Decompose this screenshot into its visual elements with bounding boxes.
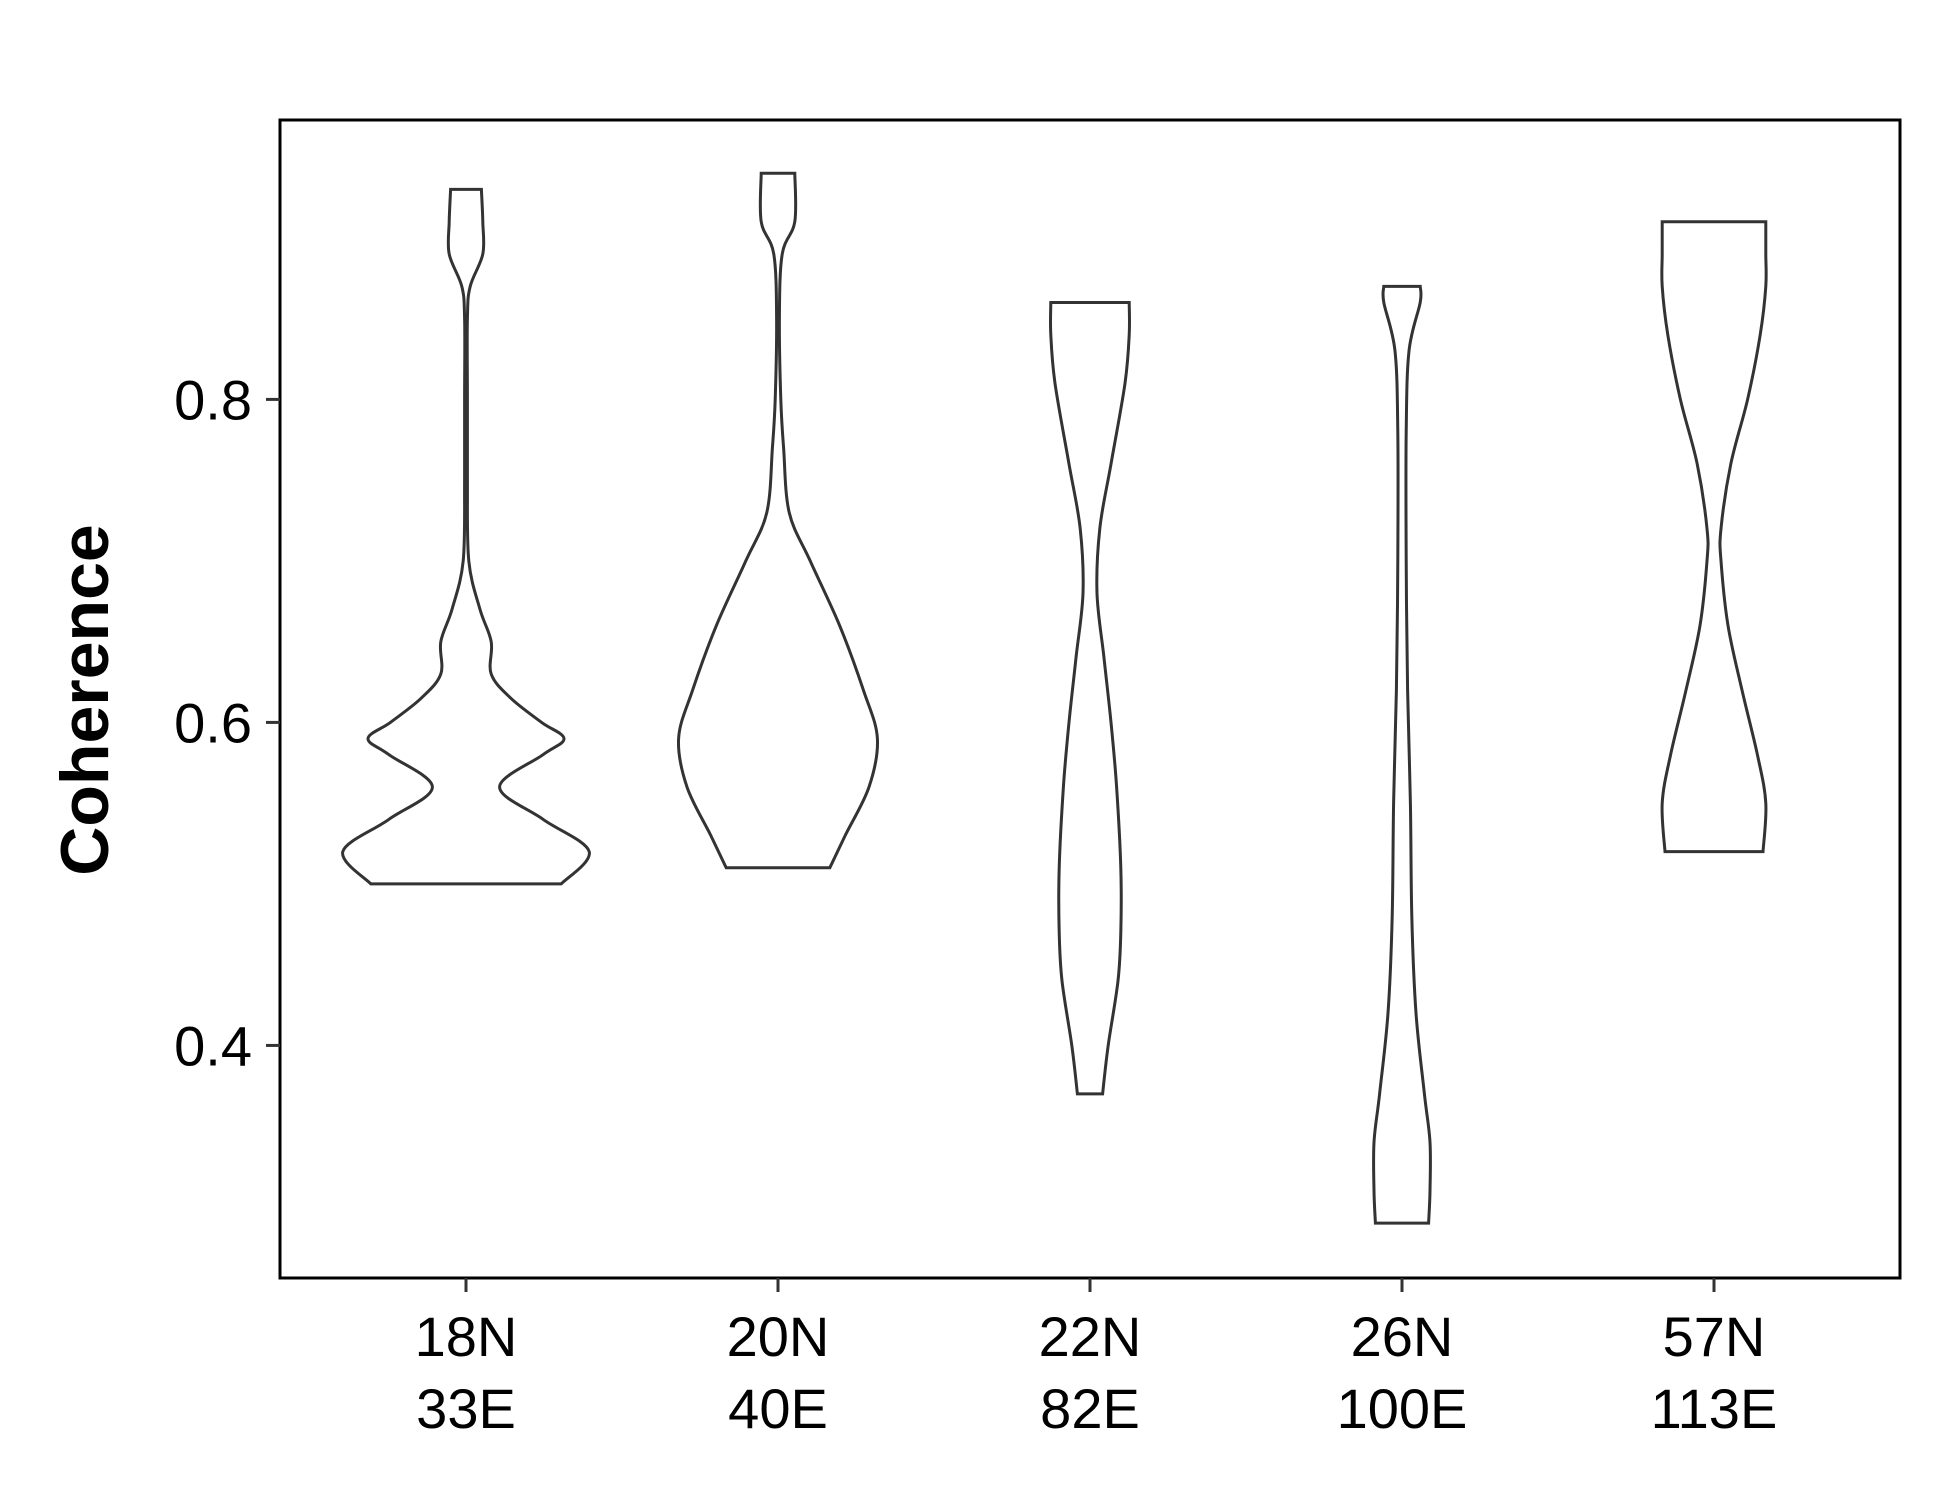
x-tick-label-line1: 22N xyxy=(1039,1305,1142,1368)
x-tick-label-line1: 18N xyxy=(415,1305,518,1368)
x-tick-label-line1: 26N xyxy=(1351,1305,1454,1368)
x-tick-label-line2: 100E xyxy=(1337,1377,1468,1440)
y-axis: 0.4 0.6 0.8 xyxy=(174,368,280,1077)
x-tick-label-line1: 57N xyxy=(1663,1305,1766,1368)
violin-1 xyxy=(341,187,591,886)
violin-3 xyxy=(1048,301,1132,1096)
y-tick-label: 0.6 xyxy=(174,691,252,754)
x-tick-label-line2: 33E xyxy=(416,1377,516,1440)
violin-5 xyxy=(1660,220,1768,854)
x-tick-label-line2: 40E xyxy=(728,1377,828,1440)
x-tick-label-line2: 82E xyxy=(1040,1377,1140,1440)
y-tick-label: 0.8 xyxy=(174,368,252,431)
y-axis-title: Coherence xyxy=(47,524,123,875)
x-tick-label-line1: 20N xyxy=(727,1305,830,1368)
violins-group xyxy=(341,171,1768,1225)
x-axis: 18N 33E 20N 40E 22N 82E 26N 100E 57N 113E xyxy=(415,1278,1778,1440)
violin-2 xyxy=(676,171,880,870)
y-tick-label: 0.4 xyxy=(174,1014,252,1077)
violin-4 xyxy=(1372,284,1432,1225)
x-tick-label-line2: 113E xyxy=(1651,1377,1778,1440)
